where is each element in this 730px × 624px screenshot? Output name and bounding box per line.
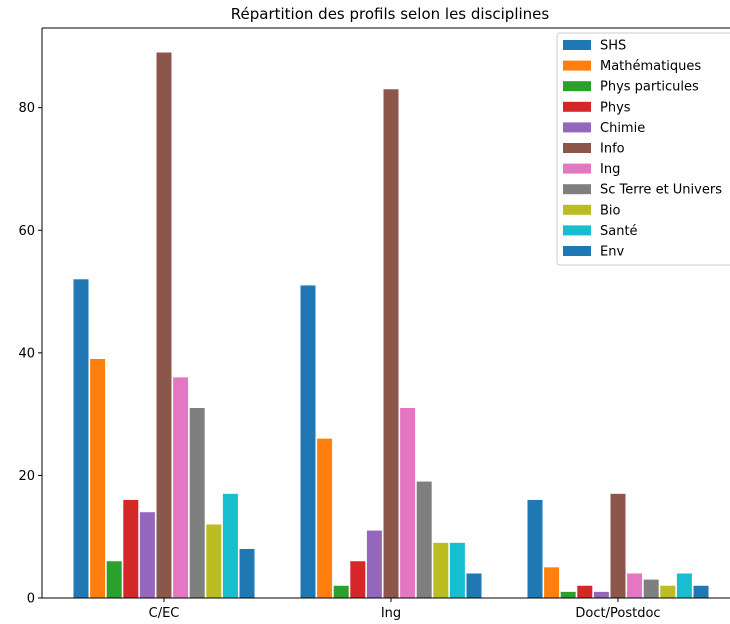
legend-swatch	[563, 40, 591, 50]
bar	[610, 493, 626, 598]
legend-swatch	[563, 122, 591, 133]
bar	[222, 493, 238, 598]
bar	[449, 542, 465, 598]
bar	[73, 279, 89, 598]
bar	[350, 561, 366, 598]
legend-swatch	[563, 163, 591, 174]
bar	[693, 585, 709, 598]
bar	[676, 573, 692, 598]
bar	[366, 530, 382, 598]
bar	[333, 585, 349, 598]
bar	[90, 358, 106, 598]
legend-label: Phys	[600, 100, 631, 115]
y-tick-label: 20	[18, 469, 35, 484]
legend-label: Sc Terre et Univers	[600, 183, 722, 198]
bar	[643, 579, 659, 598]
bar	[433, 542, 449, 598]
legend-swatch	[563, 143, 591, 153]
legend-swatch	[563, 204, 591, 215]
legend-label: Chimie	[600, 121, 645, 136]
bar	[123, 499, 139, 598]
chart-title: Répartition des profils selon les discip…	[231, 5, 550, 23]
bar	[593, 591, 609, 598]
legend-swatch	[563, 184, 591, 195]
bar	[400, 408, 416, 598]
legend-label: Bio	[600, 203, 621, 218]
bar	[416, 481, 432, 598]
y-tick-label: 80	[18, 101, 35, 116]
legend-swatch	[563, 81, 591, 92]
x-tick-label: C/EC	[149, 606, 180, 621]
axes-group: 0 20 40 60 80 C/EC Ing Doct/Postdoc	[18, 27, 730, 621]
legend-swatch	[563, 225, 591, 236]
legend-label: SHS	[600, 39, 626, 54]
bar	[300, 285, 316, 598]
legend-label: Mathématiques	[600, 59, 701, 74]
legend-swatch	[563, 101, 591, 112]
bar	[206, 524, 222, 598]
x-tick-label: Doct/Postdoc	[575, 606, 660, 621]
bar	[383, 89, 399, 598]
bar	[239, 548, 255, 598]
legend-label: Ing	[600, 162, 620, 177]
bar	[317, 438, 333, 598]
bar	[189, 408, 205, 598]
bar	[527, 499, 543, 598]
bar	[577, 585, 593, 598]
bar	[544, 567, 560, 598]
legend-swatch	[563, 60, 591, 71]
y-tick-label: 40	[18, 346, 35, 361]
legend-label: Info	[600, 142, 625, 157]
bar	[139, 512, 155, 598]
legend-swatch	[563, 246, 591, 256]
y-tick-label: 0	[27, 592, 35, 607]
bars-group	[73, 52, 709, 598]
legend-label: Env	[600, 245, 624, 260]
legend-box	[556, 32, 730, 266]
bar	[466, 573, 482, 598]
bar	[173, 377, 189, 598]
legend-label: Santé	[600, 224, 638, 239]
legend: SHS Mathématiques Phys particules Phys Chimi…	[556, 32, 730, 266]
bar	[560, 591, 576, 598]
x-tick-label: Ing	[381, 606, 401, 621]
bar	[627, 573, 643, 598]
bar	[156, 52, 172, 598]
bar	[106, 561, 122, 598]
y-tick-label: 60	[18, 224, 35, 239]
legend-label: Phys particules	[600, 80, 699, 95]
bar	[660, 585, 676, 598]
